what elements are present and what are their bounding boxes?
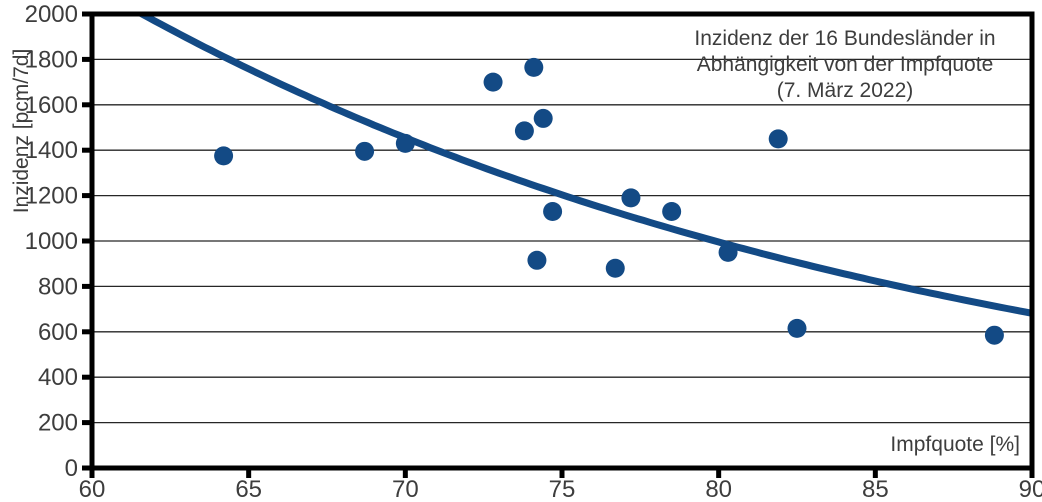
y-tick-label: 800: [38, 273, 78, 300]
data-point: [514, 121, 534, 141]
data-point: [524, 57, 544, 77]
data-point: [621, 188, 641, 208]
data-point: [718, 242, 738, 262]
data-point: [355, 141, 375, 161]
x-tick-label: 75: [549, 476, 576, 502]
x-tick-label: 65: [235, 476, 262, 502]
y-tick-mark: [82, 465, 90, 471]
y-tick-mark: [82, 147, 90, 153]
x-axis-title: Impfquote [%]: [890, 433, 1020, 456]
y-tick-mark: [82, 329, 90, 335]
x-tick-label: 90: [1019, 476, 1042, 502]
data-point: [483, 72, 503, 92]
data-point: [395, 133, 415, 153]
x-tick-mark: [402, 470, 408, 478]
x-tick-mark: [89, 470, 95, 478]
y-tick-mark: [82, 283, 90, 289]
y-tick-label: 1600: [25, 92, 78, 119]
data-point: [605, 258, 625, 278]
x-tick-label: 85: [862, 476, 889, 502]
chart-annotation: Inzidenz der 16 Bundesländer in Abhängig…: [655, 26, 1035, 104]
data-point: [527, 250, 547, 270]
y-tick-label: 0: [65, 455, 78, 482]
data-point: [543, 201, 563, 221]
y-tick-label: 2000: [25, 1, 78, 28]
plot-frame: [89, 11, 1035, 471]
y-tick-mark: [82, 102, 90, 108]
x-tick-label: 60: [79, 476, 106, 502]
data-point: [662, 201, 682, 221]
annotation-line-1: Inzidenz der 16 Bundesländer in: [694, 27, 996, 50]
annotation-line-2: Abhängigkeit von der Impfquote: [696, 53, 994, 76]
x-tick-mark: [716, 470, 722, 478]
x-tick-mark: [559, 470, 565, 478]
y-tick-mark: [82, 56, 90, 62]
y-tick-mark: [82, 420, 90, 426]
y-tick-label: 600: [38, 319, 78, 346]
data-point: [787, 318, 807, 338]
y-tick-label: 1400: [25, 137, 78, 164]
y-tick-label: 400: [38, 364, 78, 391]
y-tick-mark: [82, 193, 90, 199]
x-tick-mark: [1029, 470, 1035, 478]
y-tick-label: 200: [38, 410, 78, 437]
data-point: [768, 129, 788, 149]
x-tick-label: 70: [392, 476, 419, 502]
data-point: [533, 108, 553, 128]
y-tick-mark: [82, 238, 90, 244]
y-axis-title: Inzidenz [pcm/7d]: [10, 48, 33, 214]
y-tick-label: 1000: [25, 228, 78, 255]
y-tick-label: 1800: [25, 46, 78, 73]
y-tick-label: 1200: [25, 183, 78, 210]
annotation-line-3: (7. März 2022): [776, 79, 914, 102]
data-point: [984, 325, 1004, 345]
y-tick-mark: [82, 11, 90, 17]
x-tick-label: 80: [705, 476, 732, 502]
x-tick-mark: [872, 470, 878, 478]
x-tick-mark: [246, 470, 252, 478]
trendline: [134, 14, 1032, 317]
y-tick-mark: [82, 374, 90, 380]
data-point: [214, 146, 234, 166]
